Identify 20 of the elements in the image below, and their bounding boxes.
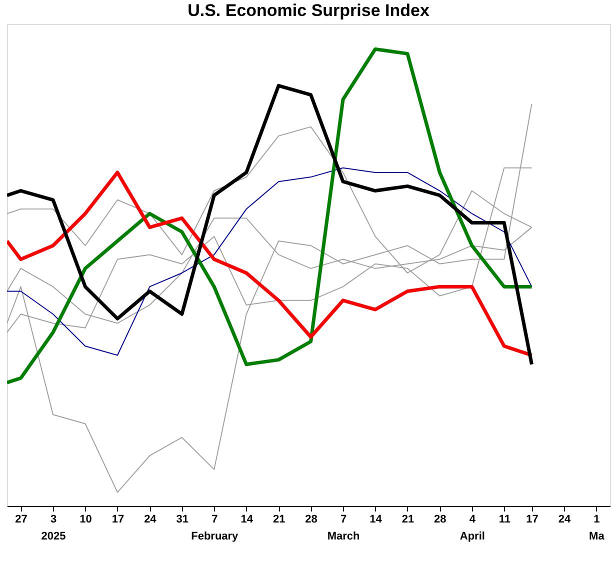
x-tick-label: 10 xyxy=(80,514,92,526)
x-tick-label: 17 xyxy=(526,514,538,526)
x-tick-label: 3 2025 xyxy=(41,514,66,542)
x-tick-label: 17 xyxy=(112,514,124,526)
x-tick-label: 4 April xyxy=(460,514,485,542)
x-tick-label: 1 Ma xyxy=(589,514,606,542)
x-tick-label: 28 xyxy=(305,514,318,526)
x-tick-label: 11 xyxy=(498,514,510,526)
x-tick-label: 24 xyxy=(558,514,572,526)
x-tick-label: 28 xyxy=(434,514,446,526)
x-tick-label: 14 xyxy=(370,514,383,526)
chart-title: U.S. Economic Surprise Index xyxy=(188,1,430,20)
x-tick-label: 7 February xyxy=(191,514,240,542)
x-tick-label: 21 xyxy=(402,514,414,526)
x-tick-label: 27 xyxy=(15,514,28,526)
x-tick-label: 7 March xyxy=(327,514,360,542)
x-tick-label: 21 xyxy=(272,514,286,526)
x-tick-label: 14 xyxy=(240,514,254,526)
x-tick-label: 31 xyxy=(176,514,189,526)
x-tick-label: 24 xyxy=(144,514,158,526)
